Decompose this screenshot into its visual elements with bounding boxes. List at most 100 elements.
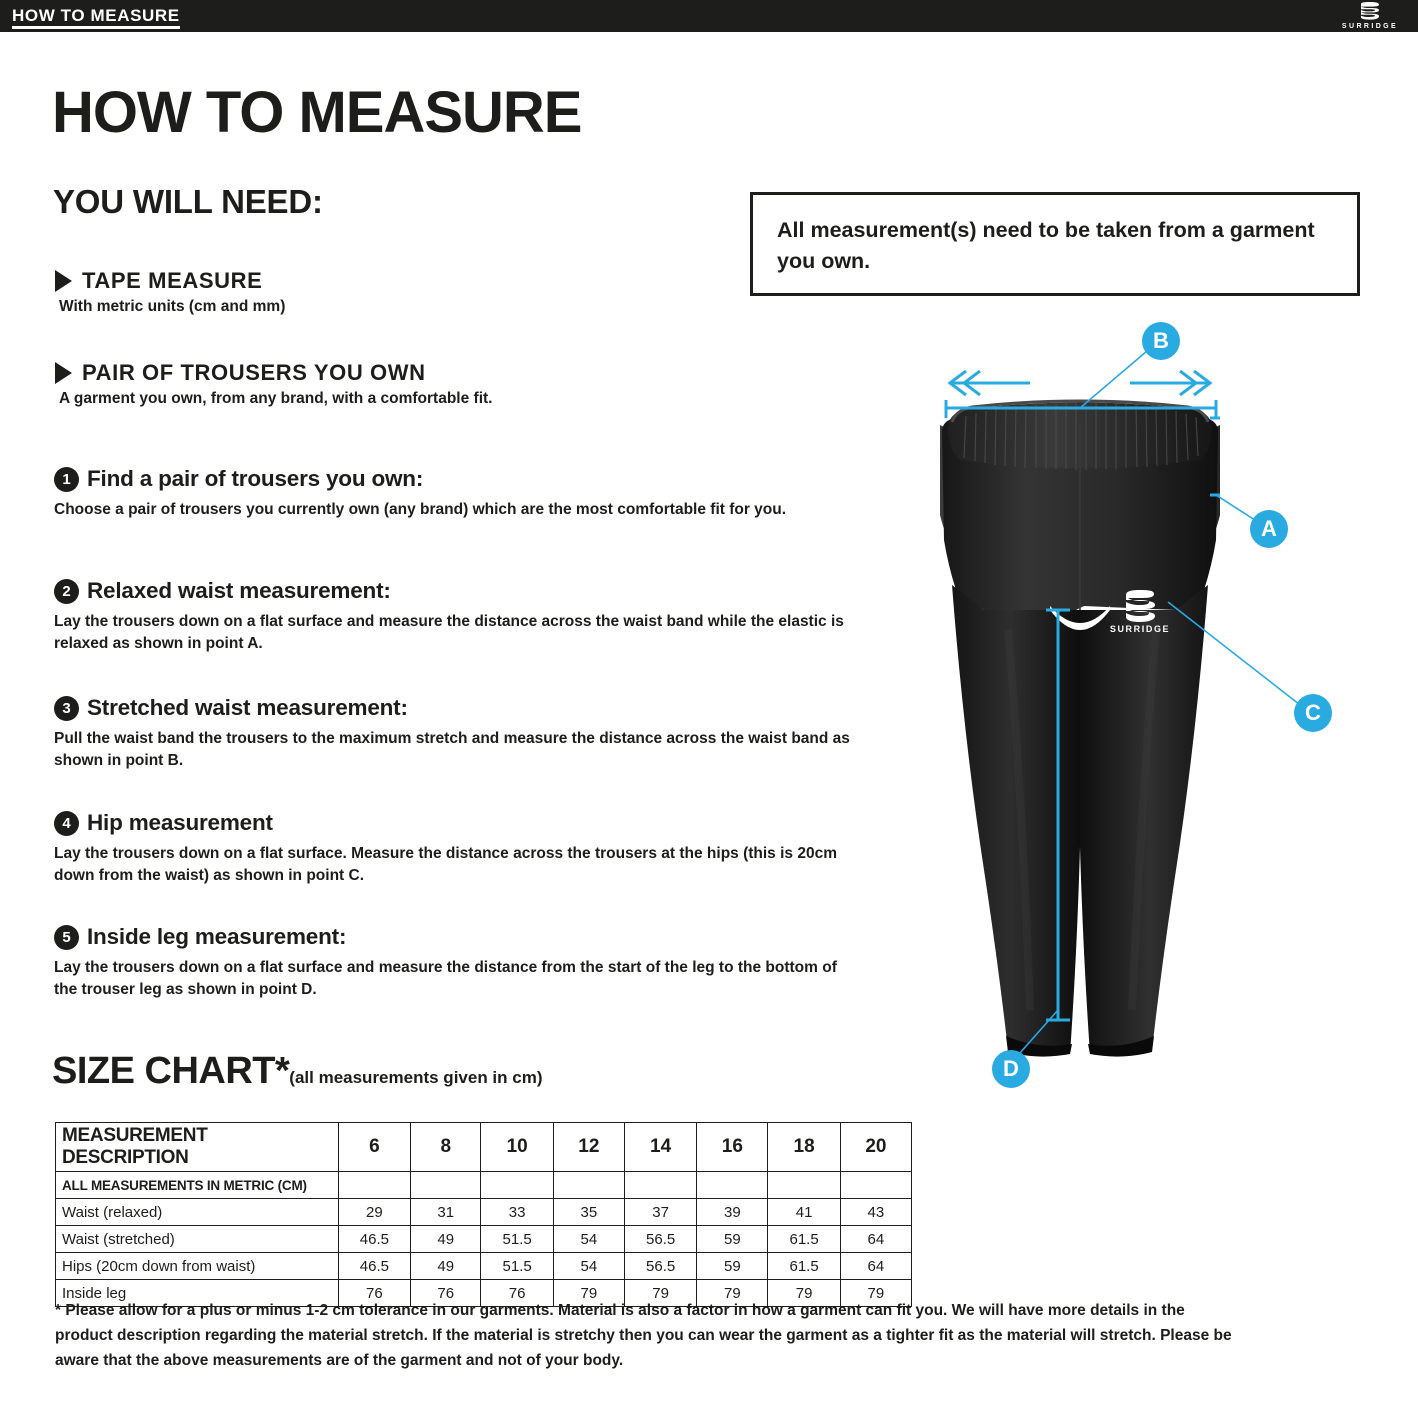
cell-value: 79: [839, 1279, 913, 1307]
table-row: Hips (20cm down from waist) 46.5 49 51.5…: [55, 1252, 913, 1280]
hem-right: [1088, 1036, 1154, 1057]
cell-value: 59: [696, 1252, 769, 1280]
cell-value: 51.5: [480, 1252, 554, 1280]
top-bar-title: HOW TO MEASURE: [12, 6, 180, 29]
marker-a[interactable]: A: [1250, 510, 1288, 548]
footnote: * Please allow for a plus or minus 1-2 c…: [55, 1302, 1232, 1369]
trousers-illustration: SURRIDGE: [940, 339, 1305, 1063]
row-label: Waist (relaxed): [55, 1198, 339, 1226]
step-number-badge: 1: [54, 466, 79, 492]
step-body: Lay the trousers down on a flat surface.…: [54, 845, 837, 884]
cell-value: 46.5: [337, 1225, 412, 1253]
svg-text:SURRIDGE: SURRIDGE: [1110, 624, 1170, 634]
inside-leg-bar: [1046, 608, 1070, 1022]
cell-value: 35: [552, 1198, 625, 1226]
cell-value: 79: [623, 1279, 698, 1307]
empty-cell: [839, 1171, 913, 1199]
step-number-badge: 5: [54, 924, 79, 950]
surridge-s-icon: [1361, 2, 1379, 20]
cell-value: 61.5: [767, 1252, 841, 1280]
stretch-arrows: [947, 369, 1213, 397]
step-title: Hip measurement: [87, 810, 273, 835]
trouser-leg-right: [1078, 585, 1208, 1054]
empty-cell: [696, 1171, 769, 1199]
cell-value: 49: [410, 1225, 482, 1253]
step-body: Lay the trousers down on a flat surface …: [54, 613, 844, 652]
cell-value: 41: [767, 1198, 841, 1226]
cell-value: 59: [696, 1225, 769, 1253]
page-title: HOW TO MEASURE: [52, 80, 582, 145]
step-title: Find a pair of trousers you own:: [87, 466, 424, 491]
leader-line-c: [1167, 601, 1305, 709]
need-item-trousers: PAIR OF TROUSERS YOU OWN A garment you o…: [55, 360, 492, 408]
empty-cell: [410, 1171, 482, 1199]
waistband-top-edge: [950, 399, 1210, 423]
column-header-size-10: 10: [480, 1122, 554, 1172]
surridge-wordmark: SURRIDGE: [1341, 23, 1399, 30]
cell-value: 54: [552, 1225, 625, 1253]
column-header-size-6: 6: [337, 1122, 412, 1172]
table-row: Waist (stretched) 46.5 49 51.5 54 56.5 5…: [55, 1225, 913, 1253]
cell-value: 64: [839, 1225, 913, 1253]
column-header-size-20: 20: [839, 1122, 913, 1172]
step-title: Inside leg measurement:: [87, 924, 347, 949]
step-body: Lay the trousers down on a flat surface …: [54, 959, 837, 998]
marker-b[interactable]: B: [1142, 322, 1180, 360]
row-label: Waist (stretched): [55, 1225, 339, 1253]
surridge-logo: SURRIDGE: [1334, 2, 1406, 30]
step-body: Pull the waist band the trousers to the …: [54, 730, 850, 769]
callout-box: All measurement(s) need to be taken from…: [750, 192, 1360, 296]
cell-value: 29: [337, 1198, 412, 1226]
marker-c[interactable]: C: [1294, 694, 1332, 732]
cell-value: 49: [410, 1252, 482, 1280]
empty-cell: [623, 1171, 698, 1199]
garment-diagram: SURRIDGE: [880, 310, 1400, 1100]
row-label: Hips (20cm down from waist): [55, 1252, 339, 1280]
hem-left: [1006, 1036, 1072, 1057]
cell-value: 79: [552, 1279, 625, 1307]
step-5: 5 Inside leg measurement: Lay the trouse…: [54, 924, 854, 1001]
leg-highlight-right: [1128, 629, 1160, 1011]
need-item-sub: A garment you own, from any brand, with …: [59, 390, 493, 407]
step-4: 4 Hip measurement Lay the trousers down …: [54, 810, 854, 887]
top-bar: HOW TO MEASURE SURRIDGE: [0, 0, 1418, 32]
cell-value: 46.5: [337, 1252, 412, 1280]
callout-text: All measurement(s) need to be taken from…: [777, 218, 1315, 273]
cell-value: 37: [623, 1198, 698, 1226]
need-item-tape-measure: TAPE MEASURE With metric units (cm and m…: [55, 268, 285, 316]
table-row: Inside leg 76 76 76 79 79 79 79 79: [55, 1279, 913, 1307]
triangle-bullet-icon: [55, 362, 72, 384]
relaxed-waist-tick: [1210, 416, 1220, 497]
step-2: 2 Relaxed waist measurement: Lay the tro…: [54, 578, 854, 655]
crotch-gap: [1050, 606, 1110, 630]
cell-value: 64: [839, 1252, 913, 1280]
cell-value: 56.5: [623, 1252, 698, 1280]
step-number-badge: 4: [54, 810, 79, 836]
cell-value: 39: [696, 1198, 769, 1226]
column-header-size-12: 12: [552, 1122, 625, 1172]
empty-cell: [552, 1171, 625, 1199]
waistband-ribs: [963, 401, 1199, 470]
cell-value: 76: [410, 1279, 482, 1307]
marker-d[interactable]: D: [992, 1050, 1030, 1088]
cell-value: 31: [410, 1198, 482, 1226]
trouser-leg-left: [952, 585, 1082, 1054]
need-item-sub: With metric units (cm and mm): [59, 298, 286, 315]
size-chart-title: SIZE CHART*: [52, 1050, 290, 1092]
cell-value: 61.5: [767, 1225, 841, 1253]
column-header-size-14: 14: [623, 1122, 698, 1172]
cell-value: 51.5: [480, 1225, 554, 1253]
empty-cell: [337, 1171, 412, 1199]
leader-line-a: [1215, 494, 1259, 523]
column-header-description: MEASUREMENT DESCRIPTION: [55, 1122, 339, 1172]
step-number-badge: 2: [54, 578, 79, 604]
garment-surridge-logo: SURRIDGE: [1110, 590, 1170, 634]
row-label: Inside leg: [55, 1279, 339, 1307]
column-header-size-18: 18: [767, 1122, 841, 1172]
need-item-title: TAPE MEASURE: [82, 268, 263, 293]
column-header-size-8: 8: [410, 1122, 482, 1172]
empty-cell: [480, 1171, 554, 1199]
step-1: 1 Find a pair of trousers you own: Choos…: [54, 466, 854, 521]
cell-value: 54: [552, 1252, 625, 1280]
size-chart-title-note: (all measurements given in cm): [289, 1068, 543, 1087]
